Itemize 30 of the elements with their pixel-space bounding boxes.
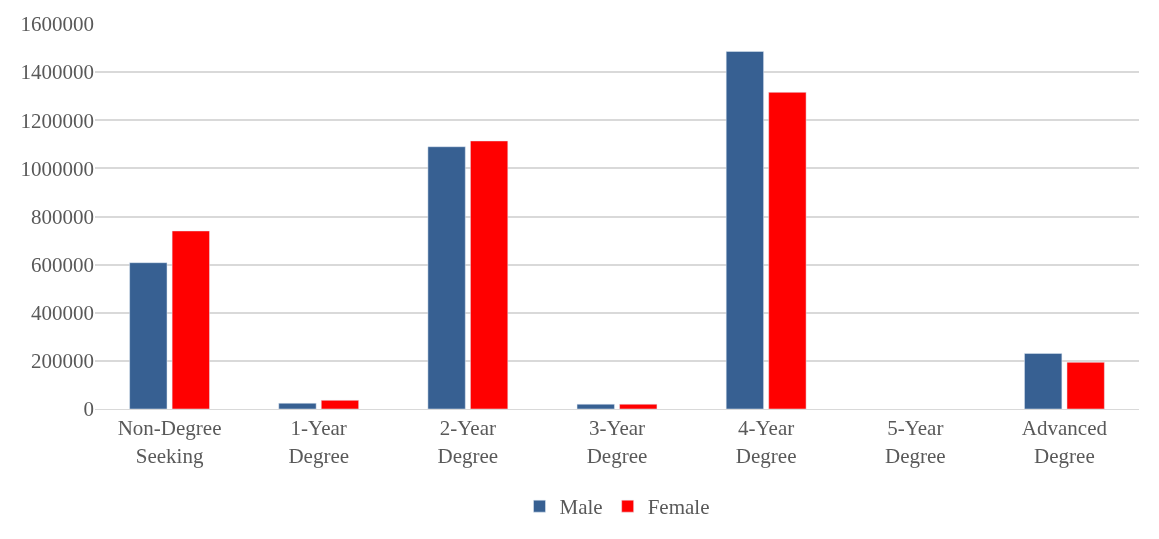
y-tick-label: 1000000 bbox=[20, 156, 94, 181]
bar bbox=[576, 403, 615, 409]
y-tick-label: 600000 bbox=[31, 252, 94, 277]
bar bbox=[278, 402, 317, 409]
bar bbox=[768, 92, 807, 409]
x-tick-label: 2-Year Degree bbox=[437, 416, 499, 468]
bar bbox=[427, 146, 466, 409]
y-tick-label: 200000 bbox=[31, 349, 94, 374]
bar bbox=[725, 51, 764, 409]
y-tick-label: 1200000 bbox=[20, 108, 94, 133]
bar bbox=[321, 400, 359, 409]
x-tick-label: 4-Year Degree bbox=[735, 416, 797, 468]
legend-label: Male bbox=[559, 495, 603, 520]
x-tick-label: Advanced Degree bbox=[1021, 416, 1108, 468]
y-tick-label: 400000 bbox=[31, 301, 94, 326]
legend-label: Female bbox=[647, 495, 710, 520]
x-tick-label: 3-Year Degree bbox=[586, 416, 648, 468]
bar bbox=[619, 403, 658, 409]
bar bbox=[1024, 353, 1063, 409]
x-tick-label: 1-Year Degree bbox=[288, 416, 350, 468]
y-tick-label: 1600000 bbox=[20, 12, 94, 37]
y-tick-label: 0 bbox=[83, 397, 94, 422]
x-tick-label: 5-Year Degree bbox=[884, 416, 946, 468]
bar bbox=[1066, 362, 1105, 409]
bar bbox=[129, 262, 168, 409]
y-tick-label: 800000 bbox=[31, 204, 94, 229]
bar bbox=[470, 140, 509, 409]
y-tick-label: 1400000 bbox=[20, 60, 94, 85]
bar bbox=[171, 230, 210, 409]
x-tick-label: Non-Degree Seeking bbox=[117, 416, 222, 468]
